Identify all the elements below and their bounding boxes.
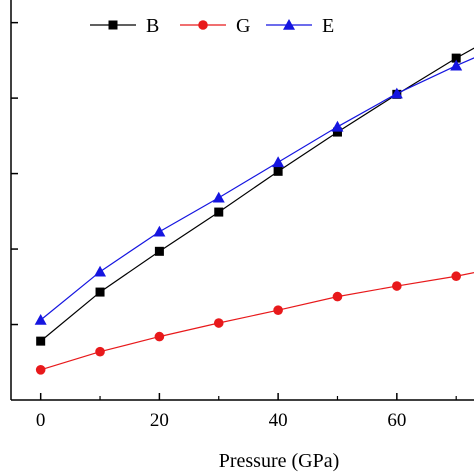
x-axis-title: Pressure (GPa): [219, 450, 340, 472]
legend-marker-B: [108, 20, 118, 30]
data-point-B: [154, 246, 164, 256]
legend-marker-E: [283, 19, 295, 30]
data-point-E: [94, 265, 107, 277]
data-point-E: [34, 314, 47, 325]
data-point-G: [35, 365, 46, 375]
y-ticks: [11, 21, 18, 326]
x-tick-label: 60: [387, 410, 406, 431]
data-point-B: [273, 166, 283, 176]
data-point-G: [154, 331, 165, 342]
series-E: [34, 57, 474, 325]
data-point-B: [95, 287, 105, 297]
data-point-E: [450, 59, 463, 71]
data-point-G: [451, 271, 461, 282]
data-point-E: [153, 225, 166, 237]
data-point-B: [214, 207, 224, 217]
data-point-E: [272, 156, 285, 168]
series-line-B: [40, 47, 474, 342]
data-point-G: [332, 291, 343, 302]
plot-area: [10, 0, 474, 401]
data-point-G: [273, 305, 283, 315]
legend-label-E: E: [322, 15, 334, 37]
data-point-B: [36, 336, 46, 346]
legend-label-G: G: [236, 15, 250, 37]
series-layer: [34, 47, 474, 375]
data-point-E: [212, 191, 225, 203]
series-line-E: [40, 57, 474, 321]
data-point-G: [95, 346, 105, 357]
series-line-G: [40, 271, 474, 371]
data-point-G: [213, 318, 224, 328]
data-point-E: [331, 120, 344, 132]
x-tick-label: 20: [150, 410, 169, 431]
data-point-B: [332, 127, 342, 137]
series-B: [36, 47, 474, 346]
x-tick-label: 40: [269, 410, 288, 431]
x-tick-label: 0: [36, 410, 46, 431]
x-ticks: 0 20 40 60: [36, 393, 457, 431]
legend-label-B: B: [146, 15, 159, 37]
series-G: [35, 271, 474, 375]
data-point-B: [451, 53, 461, 63]
data-point-G: [392, 281, 402, 291]
legend-marker-G: [198, 20, 208, 30]
data-point-E: [390, 87, 403, 99]
